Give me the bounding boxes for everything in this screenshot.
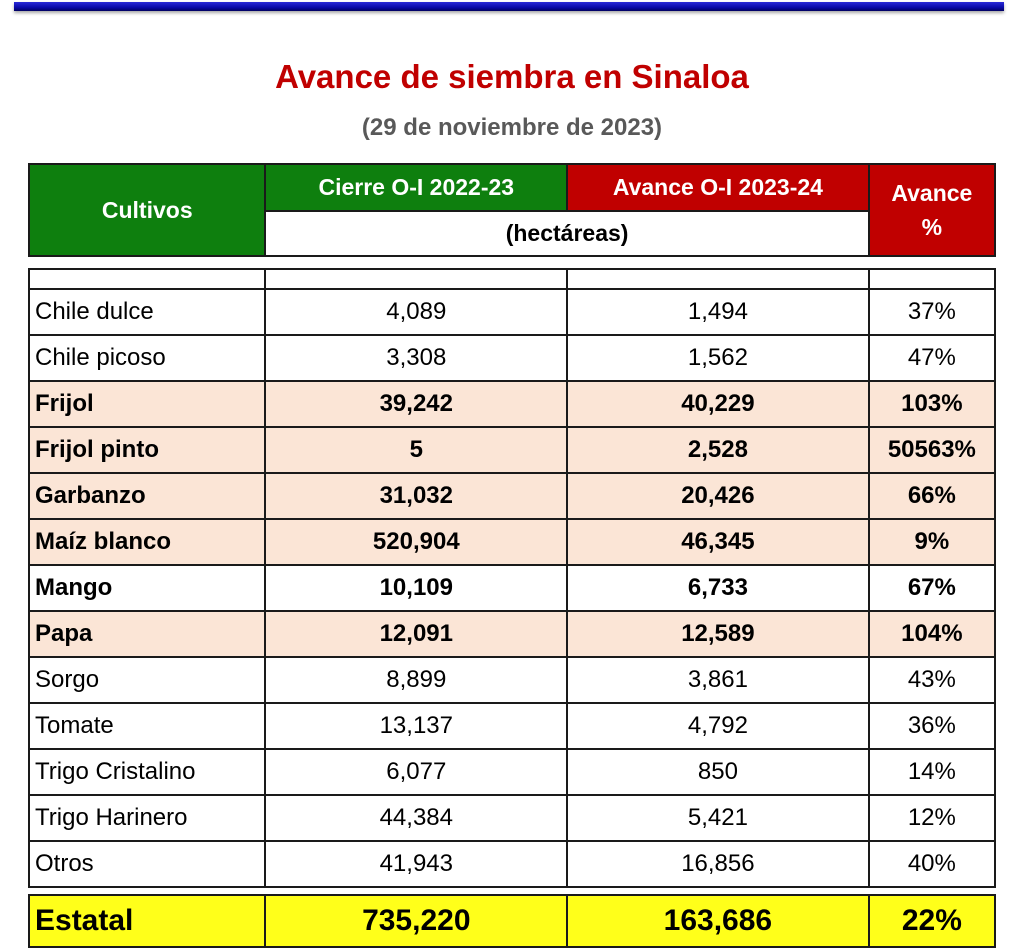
crop-name: Otros [27, 840, 267, 888]
page-title: Avance de siembra en Sinaloa [275, 58, 749, 95]
avance-value: 46,345 [566, 518, 870, 566]
pct-value: 66% [867, 472, 997, 520]
cierre-value: 3,308 [264, 334, 569, 382]
avance-value: 40,229 [566, 380, 870, 428]
crop-name: Garbanzo [27, 472, 267, 520]
table-row: Papa 12,091 12,589 104% [27, 610, 997, 658]
crop-name: Frijol pinto [27, 426, 267, 474]
table-header: Cultivos Cierre O-I 2022-23 Avance O-I 2… [27, 163, 997, 257]
table-row: Chile dulce 4,089 1,494 37% [27, 288, 997, 336]
pct-value: 14% [867, 748, 997, 796]
avance-value: 20,426 [566, 472, 870, 520]
crops-table: Chile dulce 4,089 1,494 37% Chile picoso 3,30… [27, 268, 997, 888]
crop-name: Chile picoso [27, 334, 267, 382]
table-row: Garbanzo 31,032 20,426 66% [27, 472, 997, 520]
pct-value: 50563% [867, 426, 997, 474]
table-row: Trigo Harinero 44,384 5,421 12% [27, 794, 997, 842]
total-name: Estatal [27, 894, 267, 948]
crop-name: Mango [27, 564, 267, 612]
total-pct: 22% [867, 894, 997, 948]
crop-name: Frijol [27, 380, 267, 428]
spacer-row [27, 268, 997, 290]
cierre-value: 13,137 [264, 702, 569, 750]
crop-name: Trigo Cristalino [27, 748, 267, 796]
cierre-value: 44,384 [264, 794, 569, 842]
crop-name: Tomate [27, 702, 267, 750]
crop-name: Trigo Harinero [27, 794, 267, 842]
total-avance: 163,686 [566, 894, 870, 948]
crop-name: Papa [27, 610, 267, 658]
avance-value: 6,733 [566, 564, 870, 612]
cierre-value: 6,077 [264, 748, 569, 796]
avance-value: 12,589 [566, 610, 870, 658]
header-avance-pct: Avance% [867, 163, 997, 257]
avance-value: 3,861 [566, 656, 870, 704]
pct-value: 103% [867, 380, 997, 428]
cierre-value: 41,943 [264, 840, 569, 888]
cierre-value: 520,904 [264, 518, 569, 566]
crop-name: Chile dulce [27, 288, 267, 336]
table-row: Maíz blanco 520,904 46,345 9% [27, 518, 997, 566]
cierre-value: 8,899 [264, 656, 569, 704]
total-cierre: 735,220 [264, 894, 569, 948]
header-cultivos: Cultivos [27, 163, 267, 257]
avance-value: 1,562 [566, 334, 870, 382]
cierre-value: 31,032 [264, 472, 569, 520]
crop-name: Sorgo [27, 656, 267, 704]
table-row: Sorgo 8,899 3,861 43% [27, 656, 997, 704]
page-subtitle: (29 de noviembre de 2023) [361, 114, 663, 141]
avance-value: 2,528 [566, 426, 870, 474]
pct-value: 9% [867, 518, 997, 566]
table-row: Otros 41,943 16,856 40% [27, 840, 997, 888]
pct-value: 37% [867, 288, 997, 336]
pct-value: 47% [867, 334, 997, 382]
avance-value: 4,792 [566, 702, 870, 750]
cierre-value: 39,242 [264, 380, 569, 428]
avance-value: 5,421 [566, 794, 870, 842]
top-blue-bar [14, 2, 1004, 11]
table-row: Tomate 13,137 4,792 36% [27, 702, 997, 750]
pct-value: 36% [867, 702, 997, 750]
header-pct-line2: % [921, 214, 943, 240]
table-row: Chile picoso 3,308 1,562 47% [27, 334, 997, 382]
cierre-value: 4,089 [264, 288, 569, 336]
header-pct-line1: Avance [891, 180, 973, 206]
header-avance: Avance O-I 2023-24 [566, 163, 870, 212]
avance-value: 850 [566, 748, 870, 796]
total-row: Estatal 735,220 163,686 22% [27, 894, 997, 948]
total-table: Estatal 735,220 163,686 22% [27, 894, 997, 948]
avance-value: 16,856 [566, 840, 870, 888]
table-row: Frijol pinto 5 2,528 50563% [27, 426, 997, 474]
pct-value: 40% [867, 840, 997, 888]
table-row: Trigo Cristalino 6,077 850 14% [27, 748, 997, 796]
cierre-value: 10,109 [264, 564, 569, 612]
header-unit: (hectáreas) [264, 210, 870, 257]
table-row: Frijol 39,242 40,229 103% [27, 380, 997, 428]
pct-value: 12% [867, 794, 997, 842]
pct-value: 43% [867, 656, 997, 704]
crop-name: Maíz blanco [27, 518, 267, 566]
pct-value: 104% [867, 610, 997, 658]
header-cierre: Cierre O-I 2022-23 [264, 163, 569, 212]
cierre-value: 5 [264, 426, 569, 474]
avance-value: 1,494 [566, 288, 870, 336]
cierre-value: 12,091 [264, 610, 569, 658]
pct-value: 67% [867, 564, 997, 612]
table-row: Mango 10,109 6,733 67% [27, 564, 997, 612]
